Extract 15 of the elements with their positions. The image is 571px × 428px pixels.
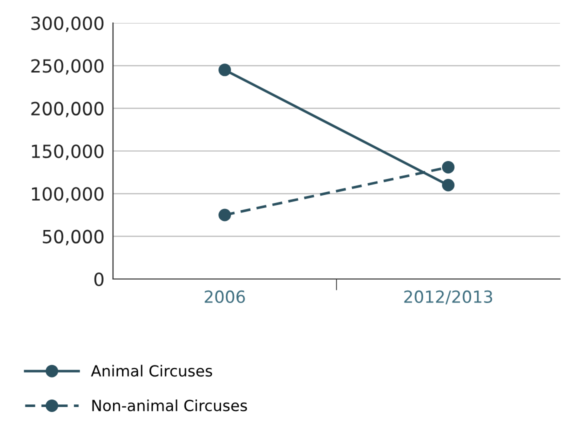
- y-tick-label: 150,000: [32, 144, 104, 160]
- y-tick-label: 50,000: [42, 230, 104, 246]
- x-tick-label: 2012/2013: [404, 290, 492, 304]
- x-tick-label: 2006: [204, 290, 245, 304]
- y-tick-label: 100,000: [32, 187, 104, 203]
- legend-label: Animal Circuses: [90, 364, 212, 377]
- legend-label: Non-animal Circuses: [92, 399, 247, 412]
- point: [218, 64, 231, 76]
- y-tick-label: 0: [94, 272, 104, 286]
- y-tick-label: 250,000: [31, 59, 104, 75]
- point: [218, 208, 231, 222]
- y-tick-label: 300,000: [31, 16, 104, 32]
- y-tick-label: 200,000: [31, 102, 104, 118]
- point: [442, 160, 454, 174]
- point: [442, 178, 454, 192]
